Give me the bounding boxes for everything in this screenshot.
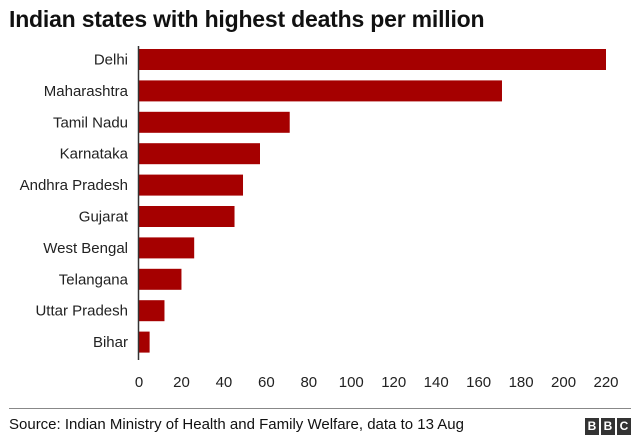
bar <box>139 300 165 322</box>
category-label: Tamil Nadu <box>53 114 128 131</box>
bbc-logo: B B C <box>585 418 631 435</box>
bar <box>139 206 235 227</box>
category-label: Karnataka <box>60 146 129 163</box>
x-tick-label: 80 <box>300 374 317 391</box>
x-tick-label: 140 <box>424 374 449 391</box>
category-label: Andhra Pradesh <box>20 177 128 194</box>
category-label: Bihar <box>93 334 128 351</box>
bar <box>139 331 150 353</box>
category-label: Delhi <box>94 52 128 69</box>
bar-chart: Delhi Maharashtra Tamil Nadu Karnataka Andhr… <box>20 46 619 391</box>
category-label: Gujarat <box>79 209 129 226</box>
category-label: Telangana <box>59 271 129 288</box>
x-tick-label: 60 <box>258 374 275 391</box>
category-labels: Delhi Maharashtra Tamil Nadu Karnataka Andhr… <box>20 52 129 352</box>
x-tick-label: 100 <box>339 374 364 391</box>
x-tick-label: 220 <box>593 374 618 391</box>
x-tick-label: 120 <box>381 374 406 391</box>
bbc-logo-letter: B <box>585 418 599 435</box>
bar <box>139 268 182 290</box>
category-label: Maharashtra <box>44 83 129 100</box>
x-tick-label: 20 <box>173 374 190 391</box>
x-tick-label: 160 <box>466 374 491 391</box>
category-label: Uttar Pradesh <box>35 303 128 320</box>
bar <box>139 80 502 102</box>
bar <box>139 111 290 133</box>
x-tick-label: 0 <box>135 374 143 391</box>
bars-group <box>139 49 606 353</box>
bar <box>139 143 260 165</box>
chart-title: Indian states with highest deaths per mi… <box>9 6 485 32</box>
x-tick-labels: 0 20 40 60 80 100 120 140 160 180 200 220 <box>135 374 619 391</box>
bar <box>139 237 195 259</box>
category-label: West Bengal <box>43 240 128 257</box>
bbc-logo-letter: B <box>601 418 615 435</box>
x-tick-label: 180 <box>509 374 534 391</box>
source-note: Source: Indian Ministry of Health and Fa… <box>9 416 464 433</box>
bar <box>139 49 606 70</box>
bbc-logo-letter: C <box>617 418 631 435</box>
x-tick-label: 40 <box>216 374 233 391</box>
bar <box>139 174 244 196</box>
footer-divider <box>9 408 631 409</box>
x-tick-label: 200 <box>551 374 576 391</box>
